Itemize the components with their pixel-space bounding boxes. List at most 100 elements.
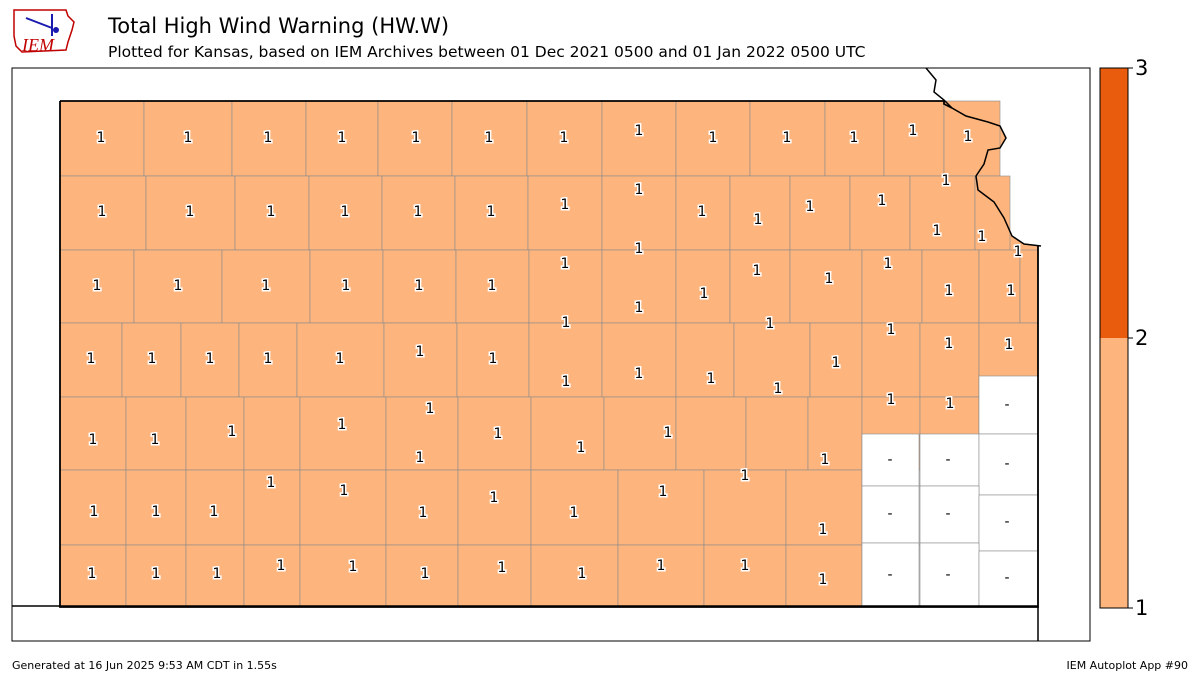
county-cell [919,322,980,398]
county-value-label: 1 [942,173,951,189]
county-value-label: 1 [340,483,349,499]
county-value-label: - [887,506,892,522]
county-no-data-label: - [945,567,950,583]
county-value-label: 1 [338,417,347,433]
county-value-label: 1 [700,286,709,302]
county-cell [675,322,735,398]
county-cell [185,469,245,546]
county-value-label: 1 [416,344,425,360]
county-cell [180,322,240,398]
county-value-label: 1 [754,212,763,228]
county-cell [807,396,863,471]
county-value-label: 1 [174,278,183,294]
county-cell-no-data [919,433,980,487]
county-value-label: 1 [562,315,571,331]
county-cell [527,175,603,251]
county-value-label: 1 [635,182,644,198]
county-value-label: 1 [657,558,666,574]
county-cell [299,469,387,546]
county-value-label: 1 [741,558,750,574]
county-no-data-label: - [1004,570,1009,586]
county-value-label: 1 [887,392,896,408]
county-value-label: 1 [635,241,644,257]
county-cell [451,100,528,177]
state-outline [59,101,1039,608]
county-cell [305,100,379,177]
weather-dot-icon [53,27,59,33]
county-value-label: 1 [887,322,896,338]
county-value-label: 1 [90,504,99,520]
iowa-outline-icon [13,9,75,53]
county-value-label: 1 [412,130,421,146]
county-value-label: 1 [349,559,358,575]
county-value-label: 1 [89,432,98,448]
county-value-label: 1 [698,204,707,220]
county-cell [601,175,677,251]
county-value-label: - [945,506,950,522]
county-cell [383,322,458,398]
county-value-label: 1 [267,475,276,491]
northern-border [60,100,953,109]
county-value-label: 1 [707,371,716,387]
county-value-label: 1 [264,351,273,367]
county-cell [703,469,787,546]
county-cell [530,544,619,608]
county-value-label: 1 [884,256,893,272]
county-cell-no-data [919,542,980,608]
county-cell [601,322,677,398]
county-value-label: 1 [490,490,499,506]
county-value-label: 1 [98,204,107,220]
county-cell [125,544,187,608]
county-cell [382,249,457,324]
county-value-label: 1 [213,566,222,582]
county-cell [601,100,677,177]
county-value-label: 1 [88,566,97,582]
county-value-label: 1 [267,204,276,220]
county-cell [921,249,980,324]
county-value-label: 1 [494,426,503,442]
county-cell [185,396,245,471]
county-cell-no-data [861,542,920,608]
county-value-label: 1 [93,278,102,294]
county-value-label: - [1004,456,1009,472]
county-value-label: 1 [635,366,644,382]
county-cell [385,396,459,471]
county-cell [59,100,145,177]
legend-tick-label: 1 [1135,596,1148,620]
county-value-label: 1 [498,560,507,576]
county-value-label: 1 [186,204,195,220]
county-cell [789,249,863,324]
logo-text: IEM [21,35,55,55]
map-subtitle: Plotted for Kansas, based on IEM Archive… [108,43,866,61]
county-cell [617,544,705,608]
county-value-label: 1 [946,396,955,412]
legend-color-bin [1100,338,1128,608]
county-cell [530,396,605,471]
county-cell [185,544,245,608]
county-cell [133,249,223,324]
county-value-label: 1 [336,351,345,367]
county-value-label: 1 [664,425,673,441]
map-title: Total High Wind Warning (HW.W) [108,14,450,38]
county-cell [231,100,307,177]
county-value-label: 1 [485,130,494,146]
county-cell [299,544,387,608]
county-cell [824,100,885,177]
county-value-label: 1 [210,504,219,520]
county-value-label: 1 [419,505,428,521]
county-cell [121,322,182,398]
county-value-label: 1 [1005,337,1014,353]
county-cell [809,322,863,398]
county-value-label: 1 [277,558,286,574]
county-cell [729,175,791,251]
county-value-label: 1 [578,566,587,582]
county-value-label: 1 [560,130,569,146]
county-value-label: 1 [819,572,828,588]
county-value-label: 1 [635,123,644,139]
county-cell [528,249,603,324]
county-value-label: 1 [964,129,973,145]
county-value-label: 1 [945,336,954,352]
county-cell [125,396,187,471]
county-cell-no-data [978,433,1039,496]
county-cell [675,175,731,251]
